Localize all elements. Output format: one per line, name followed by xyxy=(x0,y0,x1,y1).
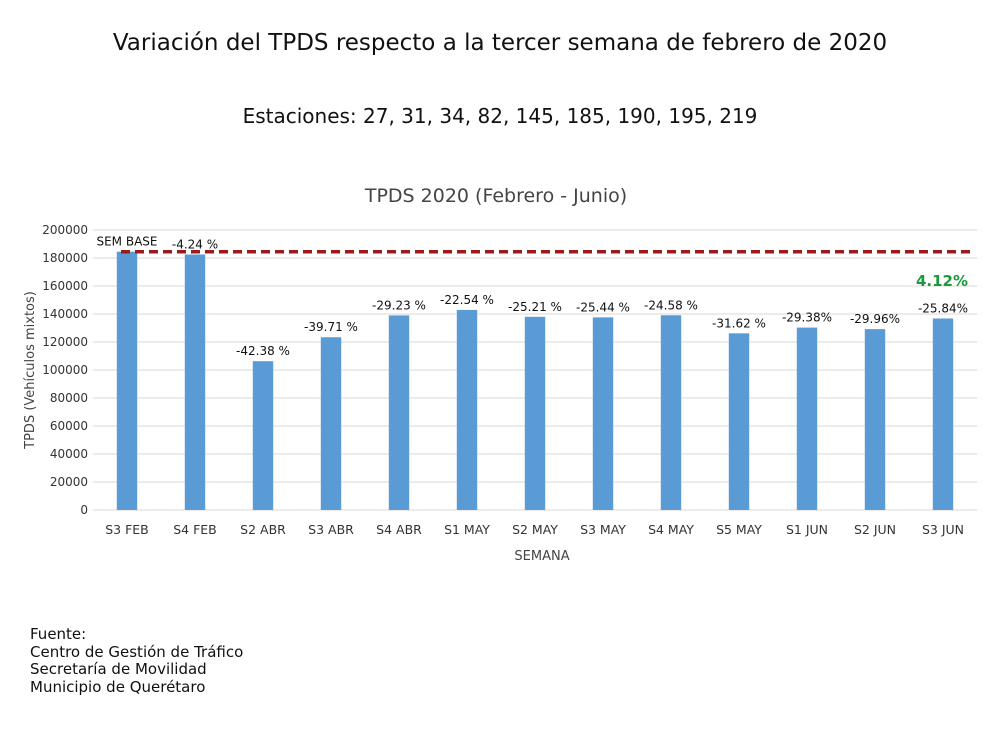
data-labels: SEM BASE -4.24 %-42.38 %-39.71 %-29.23 % -… xyxy=(96,235,968,358)
x-tick-label: S3 FEB xyxy=(105,522,149,537)
bar xyxy=(320,337,342,510)
y-tick-label: 120000 xyxy=(42,335,88,349)
data-label: -25.21 % xyxy=(508,300,562,314)
y-tick-label: 0 xyxy=(80,503,88,517)
bar xyxy=(728,333,750,510)
y-tick-label: 200000 xyxy=(42,223,88,237)
x-tick-label: S3 JUN xyxy=(922,522,964,537)
bar xyxy=(592,317,614,510)
page-subtitle: Estaciones: 27, 31, 34, 82, 145, 185, 19… xyxy=(242,104,758,128)
x-tick-label: S1 MAY xyxy=(444,522,490,537)
x-tick-label: S2 MAY xyxy=(512,522,558,537)
source-line: Municipio de Querétaro xyxy=(30,677,206,696)
x-tick-label: S1 JUN xyxy=(786,522,828,537)
page-title: Variación del TPDS respecto a la tercer … xyxy=(112,30,888,56)
bar xyxy=(660,315,682,510)
bar xyxy=(184,254,206,510)
data-label: -39.71 % xyxy=(304,320,358,334)
chart-bars xyxy=(116,251,954,510)
data-label: -22.54 % xyxy=(440,293,494,307)
bar xyxy=(796,327,818,510)
bar xyxy=(864,329,886,510)
source-line: Fuente: xyxy=(30,625,87,643)
data-label: -31.62 % xyxy=(712,316,766,330)
bar-chart: TPDS 2020 (Febrero - Junio) 0 20000 40000 6… xyxy=(23,185,977,564)
data-label: SEM BASE xyxy=(96,235,157,249)
x-axis-label: SEMANA xyxy=(514,549,569,564)
data-label: -4.24 % xyxy=(172,238,218,252)
y-tick-label: 40000 xyxy=(50,447,88,461)
source-line: Secretaría de Movilidad xyxy=(30,660,207,678)
y-axis-ticks: 0 20000 40000 60000 80000 100000 120000 140000 1… xyxy=(42,223,88,517)
x-tick-label: S3 MAY xyxy=(580,522,626,537)
data-label: -24.58 % xyxy=(644,298,698,312)
x-axis-ticks: S3 FEB S4 FEB S2 ABR S3 ABR S4 ABR S1 MAY S2 M… xyxy=(105,522,964,537)
y-tick-label: 80000 xyxy=(50,391,88,405)
x-tick-label: S4 FEB xyxy=(173,522,217,537)
x-tick-label: S4 ABR xyxy=(376,522,422,537)
bar xyxy=(456,309,478,510)
x-tick-label: S2 ABR xyxy=(240,522,286,537)
data-label: -25.44 % xyxy=(576,300,630,314)
y-tick-label: 20000 xyxy=(50,475,88,489)
x-tick-label: S4 MAY xyxy=(648,522,694,537)
bar xyxy=(932,318,954,510)
data-label: -25.84% xyxy=(918,301,968,315)
x-tick-label: S5 MAY xyxy=(716,522,762,537)
bar xyxy=(252,361,274,510)
chart-title: TPDS 2020 (Febrero - Junio) xyxy=(364,185,627,207)
y-axis-label: TPDS (Vehículos mixtos) xyxy=(23,291,38,450)
source-block: Fuente: Centro de Gestión de Tráfico Sec… xyxy=(30,625,244,696)
y-tick-label: 160000 xyxy=(42,279,88,293)
x-tick-label: S2 JUN xyxy=(854,522,896,537)
source-line: Centro de Gestión de Tráfico xyxy=(30,642,244,661)
x-tick-label: S3 ABR xyxy=(308,522,354,537)
bar xyxy=(524,316,546,510)
bar xyxy=(388,315,410,510)
chart-annotation: 4.12% xyxy=(916,272,968,290)
data-label: -29.23 % xyxy=(372,298,426,312)
y-tick-label: 180000 xyxy=(42,251,88,265)
data-label: -29.96% xyxy=(850,312,900,326)
y-tick-label: 100000 xyxy=(42,363,88,377)
data-label: -42.38 % xyxy=(236,344,290,358)
bar xyxy=(116,251,138,510)
y-tick-label: 140000 xyxy=(42,307,88,321)
data-label: -29.38% xyxy=(782,311,832,325)
y-tick-label: 60000 xyxy=(50,419,88,433)
